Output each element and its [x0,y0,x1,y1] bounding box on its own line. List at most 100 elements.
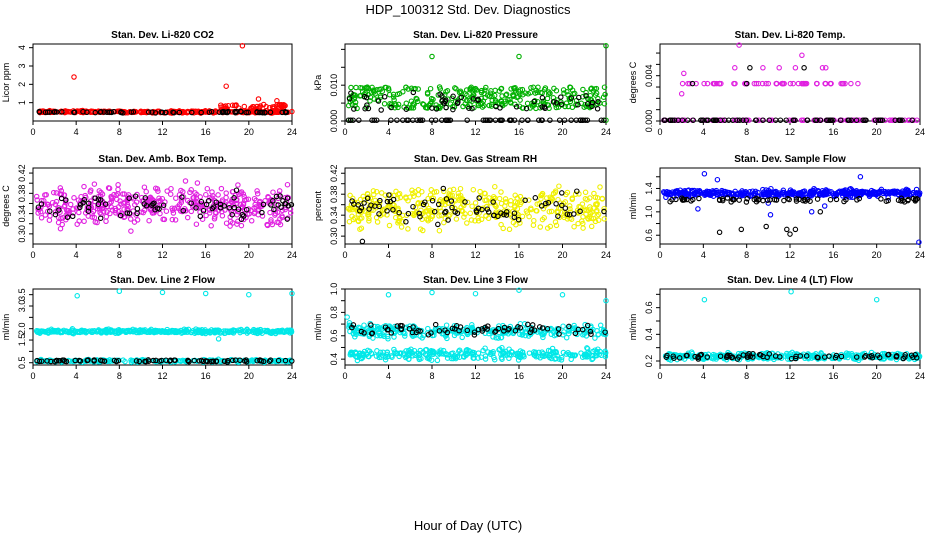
data-point [807,190,814,197]
data-point [268,202,274,208]
data-point [482,87,488,93]
data-point [490,334,496,340]
data-point [475,326,482,333]
data-point [417,226,424,232]
y-tick-label: 1.4 [644,182,654,195]
data-point [452,205,458,212]
data-point [576,94,582,101]
data-point [519,332,525,338]
data-point [456,89,463,96]
data-point [698,190,704,196]
data-point [33,193,40,200]
data-point [556,183,562,189]
y-tick-label: 0.30 [329,227,339,245]
data-point [410,203,416,210]
data-point [539,349,545,355]
data-point [560,323,566,329]
data-point [511,210,518,216]
data-point [356,353,362,359]
data-point [286,358,292,365]
data-point [470,186,477,193]
data-point [755,189,761,196]
outlier-point [747,65,753,71]
data-point [376,211,382,217]
data-point [432,321,439,328]
data-point [403,100,410,107]
data-point [482,190,488,197]
data-point [470,352,477,358]
x-tick-label: 0 [30,127,35,137]
x-tick-label: 24 [601,371,611,381]
data-point [251,195,258,202]
data-point [208,108,215,115]
data-point [548,208,555,215]
data-point [558,101,565,107]
data-point [145,329,152,335]
outlier-point [736,42,742,48]
data-point [229,357,236,364]
data-point [71,109,78,115]
data-point [582,189,589,196]
data-point [368,322,374,328]
data-point [271,206,277,213]
data-point [263,328,270,334]
outlier-point [819,65,826,71]
data-point [448,198,455,204]
data-point [498,189,504,195]
data-point [213,358,220,364]
data-point [239,211,246,218]
data-point [243,358,250,365]
data-point [517,193,524,200]
x-tick-label: 20 [244,371,254,381]
outlier-point [792,65,799,71]
data-point [108,109,115,116]
data-point [161,216,168,223]
data-point [473,208,480,214]
data-point [218,102,224,108]
data-point [361,330,367,336]
data-point [477,194,484,200]
data-point [531,217,537,224]
data-point [456,329,463,336]
data-point [478,87,485,94]
data-point [183,327,190,333]
data-point [716,197,723,204]
data-point [163,208,170,214]
x-tick-label: 12 [785,127,795,137]
data-point [711,80,717,87]
data-point [384,349,391,355]
data-point [211,205,218,211]
data-point [566,323,572,330]
data-point [528,205,534,211]
data-point [912,352,918,358]
data-point [95,201,102,207]
data-point [503,91,510,98]
data-point [853,354,860,360]
data-point [555,326,562,332]
data-point [743,199,750,205]
x-tick-label: 12 [157,371,167,381]
data-point [424,91,431,97]
data-point [36,108,42,115]
data-point [537,224,544,230]
data-point [172,217,179,223]
data-point [453,216,460,222]
data-point [744,190,751,197]
data-point [267,209,273,216]
data-point [117,212,124,219]
data-point [826,353,832,359]
x-tick-label: 24 [287,371,297,381]
data-point [556,331,562,337]
x-tick-label: 12 [470,371,480,381]
data-point [67,201,74,208]
data-point [587,328,594,335]
data-point [440,347,447,354]
data-point [675,190,682,197]
data-point [563,100,570,106]
data-point [886,351,892,358]
outlier-point [823,65,829,71]
data-point [206,109,213,115]
data-point [351,325,357,331]
plot-frame [659,167,921,245]
data-point [404,117,410,123]
